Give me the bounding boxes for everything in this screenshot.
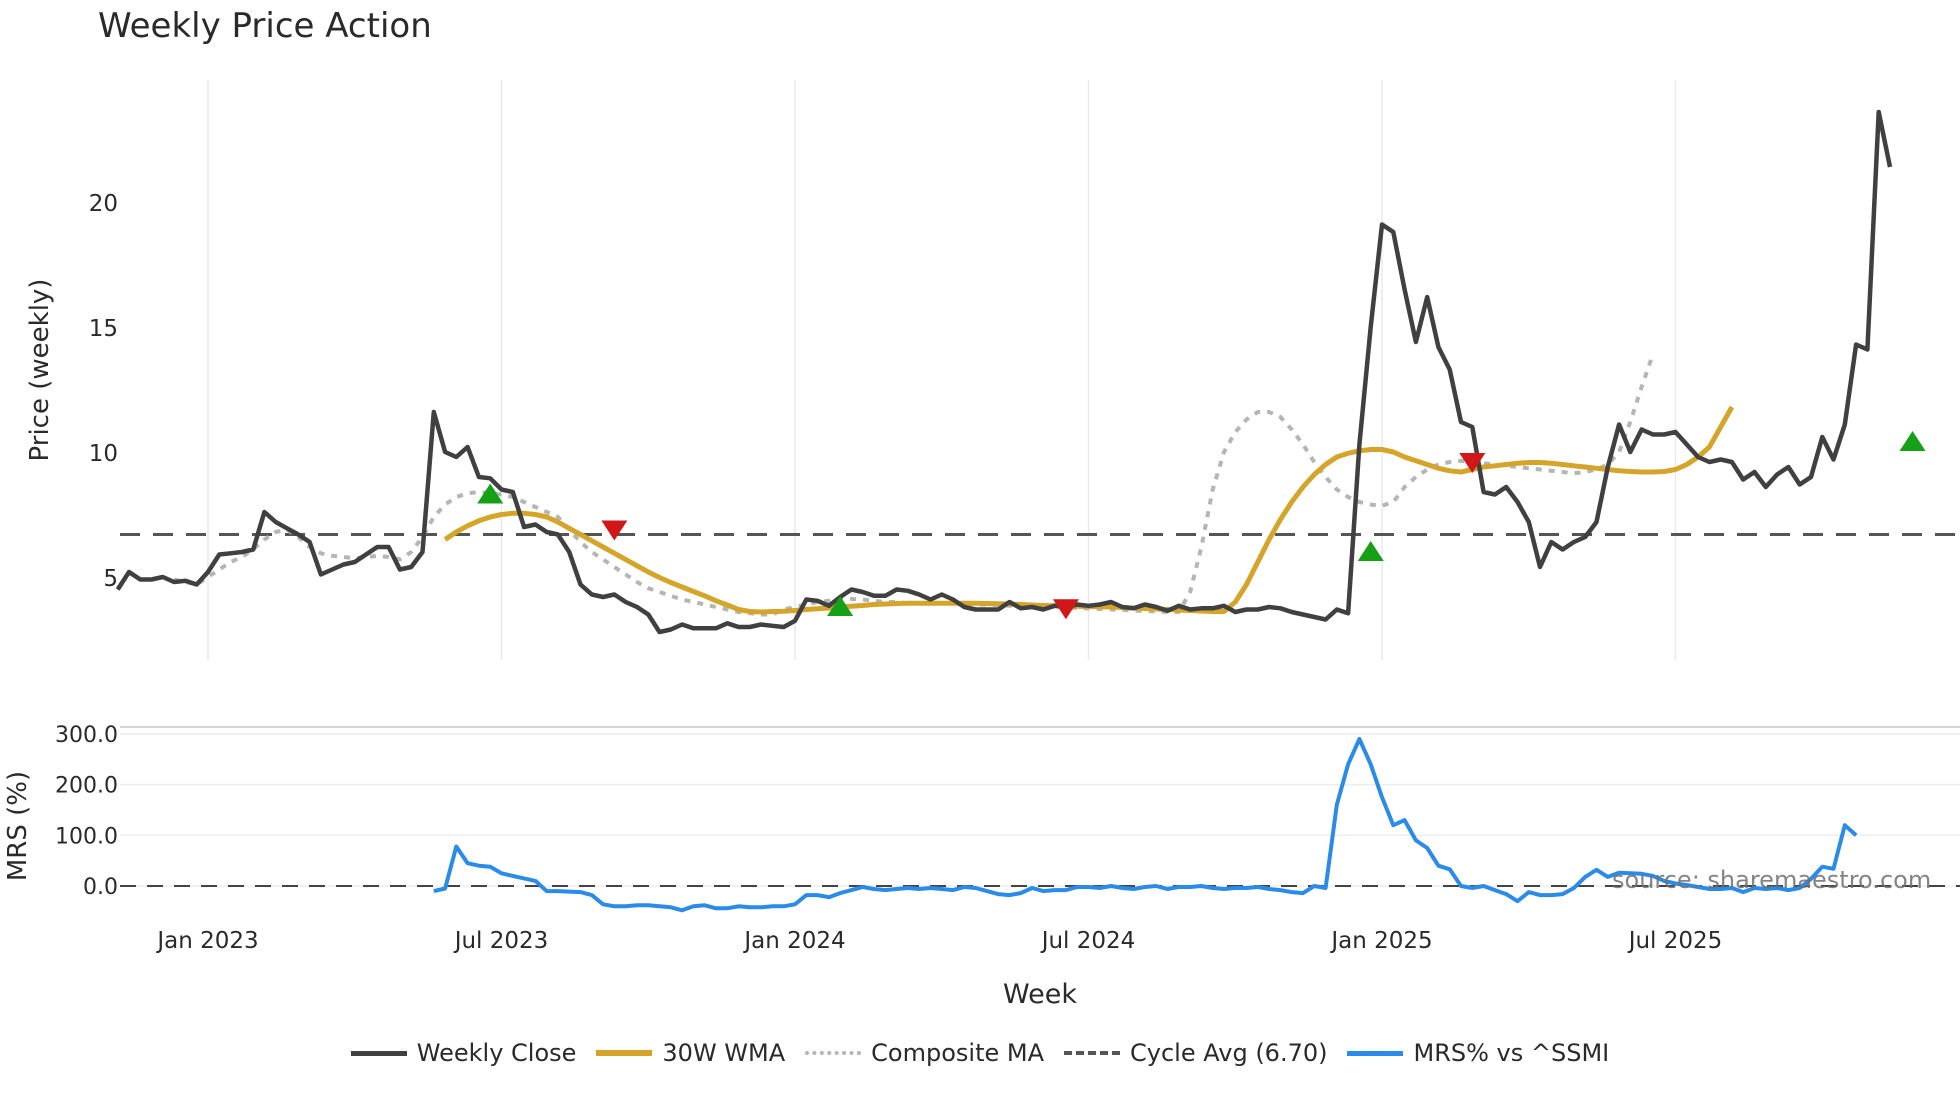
- y-tick-label: 10: [89, 441, 118, 467]
- y-tick-label: 100.0: [55, 824, 118, 849]
- y-tick-label: 5: [103, 566, 118, 592]
- price-plot: [115, 109, 1960, 635]
- weekly-close-line: [115, 109, 1893, 635]
- dashed-line-icon: [1064, 1051, 1121, 1055]
- legend: Weekly Close 30W WMA Composite MA Cycle …: [0, 1036, 1960, 1070]
- sell-signal-triangle-down-icon: [1459, 453, 1486, 473]
- price-axis-title: Price (weekly): [25, 279, 55, 462]
- legend-label: Weekly Close: [416, 1039, 577, 1067]
- mrs-line: [433, 737, 1858, 913]
- composite-ma-line: [173, 353, 1655, 617]
- x-tick-label: Jul 2025: [1627, 928, 1723, 954]
- y-tick-label: 200.0: [55, 774, 118, 799]
- legend-item-weekly-close[interactable]: Weekly Close: [350, 1039, 577, 1067]
- dotted-line-icon: [805, 1051, 862, 1055]
- buy-signal-triangle-up-icon: [1899, 431, 1926, 451]
- gridlines: [120, 80, 1960, 887]
- x-axis-title: Week: [1003, 979, 1077, 1010]
- buy-signal-triangle-up-icon: [477, 483, 504, 504]
- legend-item-30w-wma[interactable]: 30W WMA: [596, 1039, 785, 1067]
- solid-line-icon: [1347, 1050, 1404, 1056]
- legend-label: 30W WMA: [662, 1039, 786, 1067]
- mrs-plot: [120, 737, 1960, 913]
- mrs-axis-title: MRS (%): [3, 771, 33, 881]
- sell-signal-triangle-down-icon: [601, 520, 628, 541]
- buy-signal-triangle-up-icon: [1357, 541, 1384, 561]
- y-tick-label: 20: [89, 191, 118, 217]
- axis-labels: Jan 2023 Jul 2023 Jan 2024 Jul 2024 Jan 2025…: [3, 191, 1722, 1010]
- source-watermark: source: sharemaestro.com: [1612, 866, 1932, 894]
- x-tick-label: Jan 2025: [1329, 928, 1432, 954]
- legend-label: Cycle Avg (6.70): [1130, 1039, 1328, 1067]
- legend-item-mrs[interactable]: MRS% vs ^SSMI: [1347, 1039, 1609, 1067]
- x-tick-label: Jan 2024: [742, 928, 845, 954]
- chart-title: Weekly Price Action: [98, 6, 432, 46]
- x-tick-label: Jul 2023: [453, 928, 549, 954]
- solid-line-icon: [596, 1050, 653, 1056]
- y-tick-label: 0.0: [83, 875, 118, 900]
- legend-item-composite-ma[interactable]: Composite MA: [805, 1039, 1044, 1067]
- sell-signal-triangle-down-icon: [1052, 599, 1079, 620]
- legend-label: MRS% vs ^SSMI: [1413, 1039, 1610, 1067]
- legend-item-cycle-avg[interactable]: Cycle Avg (6.70): [1064, 1039, 1327, 1067]
- buy-signal-triangle-up-icon: [827, 596, 854, 616]
- x-tick-label: Jul 2024: [1040, 928, 1136, 954]
- x-tick-label: Jan 2023: [155, 928, 258, 954]
- y-tick-label: 15: [89, 316, 118, 342]
- legend-label: Composite MA: [871, 1039, 1045, 1067]
- solid-line-icon: [350, 1050, 407, 1056]
- y-tick-label: 300.0: [55, 723, 118, 748]
